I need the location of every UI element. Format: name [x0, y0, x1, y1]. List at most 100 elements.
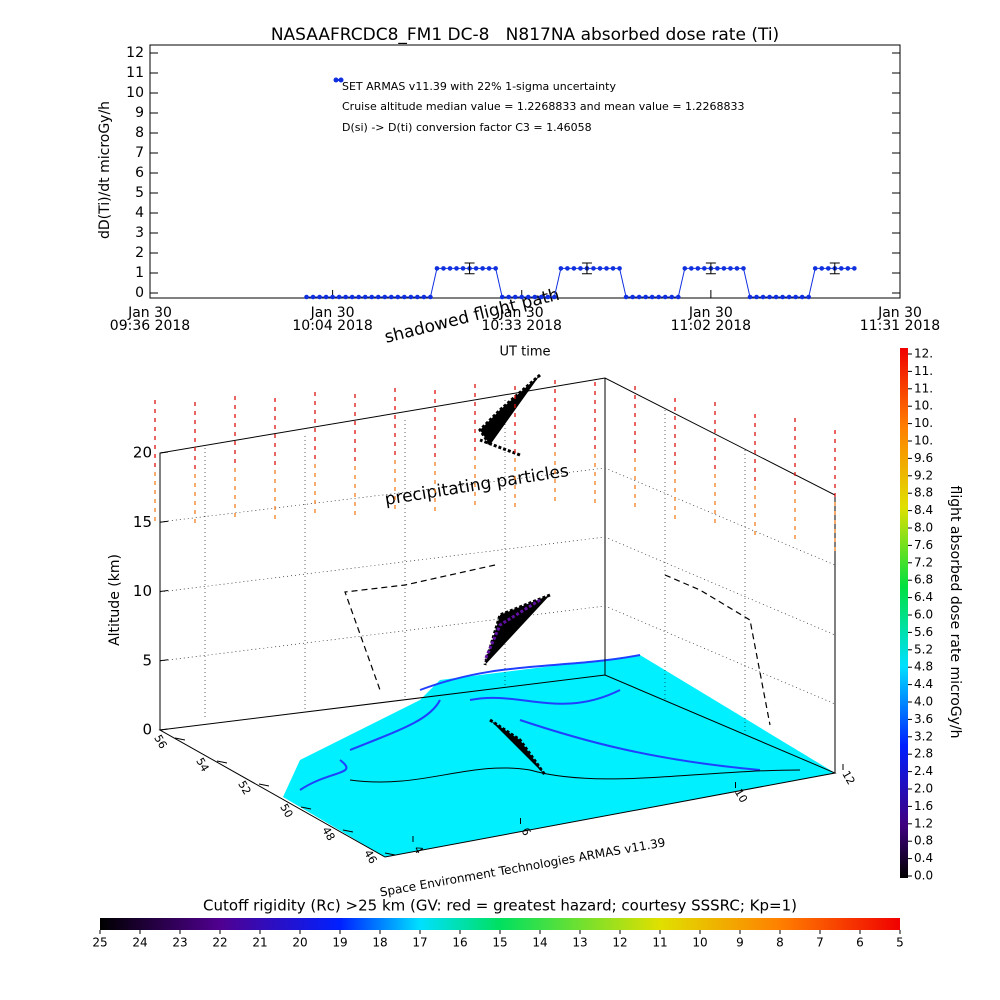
data-point — [525, 294, 531, 300]
colorbar-tick-label: 0.8 — [914, 834, 933, 848]
data-point — [812, 266, 818, 271]
data-point — [715, 266, 720, 271]
colorbar-tick-label: 4.0 — [914, 695, 933, 709]
data-point — [839, 266, 844, 271]
data-point — [702, 266, 707, 271]
data-point — [760, 294, 766, 300]
data-point — [610, 266, 616, 271]
data-point — [741, 266, 746, 271]
colorbar-tick-label: 0.4 — [914, 851, 933, 865]
data-point — [845, 266, 851, 271]
lat-tick — [342, 829, 354, 833]
rigidity-tick-label: 5 — [896, 936, 904, 950]
rigidity-tick-label: 24 — [132, 936, 147, 950]
colorbar-tick-label: 4.8 — [914, 660, 933, 674]
data-point — [454, 266, 459, 271]
colorbar-tick-label: 5.2 — [914, 642, 933, 656]
data-point — [682, 266, 688, 271]
error-bar — [829, 262, 840, 275]
data-point — [819, 266, 825, 271]
data-point — [473, 266, 479, 271]
colorbar-tick-label: 1.6 — [914, 799, 933, 813]
colorbar-tick-label: 2.8 — [914, 747, 933, 761]
rigidity-tick-label: 12 — [612, 936, 627, 950]
lat-tick-label: 54 — [193, 755, 211, 774]
data-point — [806, 294, 811, 300]
data-point — [747, 294, 753, 300]
data-point — [767, 294, 772, 300]
legend-marker — [338, 77, 344, 83]
colorbar-tick-label: 7.6 — [914, 538, 933, 552]
data-point — [375, 294, 381, 300]
data-point — [356, 294, 361, 300]
data-point — [604, 266, 609, 271]
z-tick — [159, 659, 169, 662]
data-point — [689, 266, 694, 271]
colorbar-tick-label: 2.4 — [914, 764, 933, 778]
data-point — [773, 294, 779, 300]
colorbar-tick-label: 10. — [914, 399, 933, 413]
data-point — [362, 294, 368, 300]
lat-tick-label: 52 — [235, 778, 253, 797]
data-point — [578, 266, 583, 271]
coastline — [299, 654, 761, 791]
x-tick-label: Jan 30 11:02 2018 — [670, 305, 752, 334]
data-point — [480, 266, 485, 271]
rigidity-tick-label: 6 — [856, 936, 864, 950]
x-tick-label: Jan 30 10:04 2018 — [292, 305, 373, 334]
lon-tick-label: 12 — [839, 768, 857, 787]
grid-lines — [159, 400, 836, 735]
colorbar-tick-label: 6.8 — [914, 573, 933, 587]
error-bar — [705, 262, 716, 275]
rigidity-tick-label: 14 — [532, 936, 547, 950]
data-point — [408, 294, 414, 300]
data-point — [643, 294, 648, 300]
rigidity-tick-label: 19 — [332, 936, 347, 950]
data-point — [402, 294, 407, 300]
z-tick — [159, 728, 169, 731]
data-point — [597, 266, 603, 271]
data-point — [825, 266, 831, 271]
data-point — [786, 294, 792, 300]
colorbar-tick-label: 5.6 — [914, 625, 933, 639]
colorbar-tick-label: 8.0 — [914, 521, 933, 535]
data-point — [649, 294, 655, 300]
colorbar-tick-label: 6.4 — [914, 590, 933, 604]
colorbar-tick-label: 12. — [914, 347, 933, 361]
data-point — [565, 266, 570, 271]
annotation: D(si) -> D(ti) conversion factor C3 = 1.… — [342, 121, 592, 134]
data-point — [721, 266, 727, 271]
data-point — [656, 294, 661, 300]
data-point — [630, 294, 635, 300]
data-point — [780, 294, 785, 300]
data-point — [662, 294, 668, 300]
rigidity-tick-label: 16 — [452, 936, 467, 950]
lat-tick-label: 46 — [361, 847, 379, 866]
y-axis-label: dD(Ti)/dt microGy/h — [97, 101, 113, 239]
data-point — [734, 266, 740, 271]
data-point — [675, 294, 681, 300]
y-tick-label: 2 — [135, 245, 144, 261]
rigidity-tick-label: 20 — [292, 936, 307, 950]
rigidity-tick-label: 18 — [372, 936, 387, 950]
data-point — [323, 294, 329, 300]
data-point — [591, 266, 596, 271]
lat-tick-label: 50 — [277, 801, 295, 820]
data-point — [512, 294, 518, 300]
error-bar — [581, 262, 592, 275]
data-point — [389, 294, 394, 300]
x-tick-label: Jan 30 11:31 2018 — [859, 305, 941, 334]
data-point — [330, 294, 335, 300]
data-point — [852, 266, 857, 271]
colorbar-tick-label: 2.0 — [914, 782, 933, 796]
data-point — [506, 294, 511, 300]
lat-tick — [384, 852, 396, 856]
y-tick-label: 12 — [126, 45, 144, 61]
dose-colorbar — [900, 348, 908, 878]
rigidity-colorbar — [100, 918, 900, 930]
data-point — [421, 294, 427, 300]
z-tick-label: 10 — [133, 582, 152, 600]
flight-path-dose — [483, 598, 541, 661]
rigidity-tick-label: 7 — [816, 936, 824, 950]
